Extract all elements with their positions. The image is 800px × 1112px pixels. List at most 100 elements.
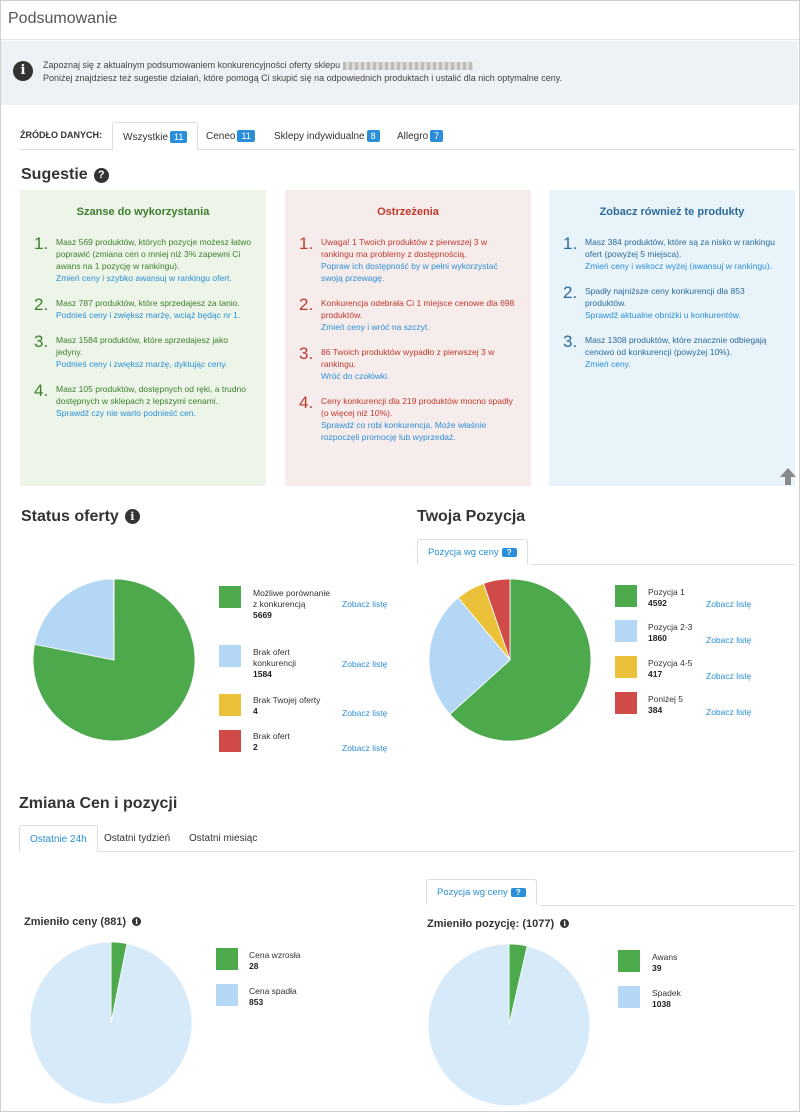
suggestion-link[interactable]: Sprawdź czy nie warto podnieść cen. (56, 408, 196, 418)
item-number: 3. (563, 332, 578, 351)
help-badge[interactable]: ? (510, 888, 526, 897)
tab-source-individual-shops[interactable]: Sklepy indywidualne 8 (264, 122, 390, 151)
legend-swatch-green (219, 586, 241, 608)
legend-text: Poniżej 5 (648, 694, 683, 704)
pie-slice-price-down[interactable] (29, 941, 193, 1105)
legend-value: 1584 (253, 669, 272, 679)
item-text: Spadły najniższe ceny konkurencji dla 85… (585, 286, 745, 308)
item-number: 3. (34, 332, 49, 351)
legend-text: Cena spadła (249, 986, 297, 996)
tab-last-week[interactable]: Ostatni tydzień (104, 833, 171, 844)
see-list-link[interactable]: Zobacz listę (342, 708, 388, 718)
legend-text: Pozycja 4-5 (648, 658, 693, 668)
item-text: Masz 105 produktów, dostępnych od ręki, … (56, 384, 246, 406)
tab-label: Sklepy indywidualne (274, 131, 365, 142)
legend-value: 853 (249, 997, 264, 1007)
see-list-link[interactable]: Zobacz listę (706, 635, 752, 645)
tab-position-by-price[interactable]: Pozycja wg ceny? (417, 539, 528, 565)
list-item: 2. Masz 787 produktów, które sprzedajesz… (34, 295, 252, 321)
list-item: 2. Spadły najniższe ceny konkurencji dla… (563, 284, 781, 321)
see-list-link[interactable]: Zobacz listę (706, 599, 752, 609)
offer-status-title: Status oferty i (21, 508, 140, 526)
info-icon[interactable]: i (560, 919, 570, 928)
list-item: 4. Ceny konkurencji dla 219 produktów mo… (299, 394, 517, 443)
legend-swatch-red (219, 730, 241, 752)
pie-slice-position-1[interactable] (449, 578, 592, 742)
tab-label: Pozycja wg ceny (428, 547, 499, 558)
warnings-title: Ostrzeżenia (377, 206, 439, 218)
offer-status-pie-chart (32, 578, 196, 742)
item-text: Konkurencja odebrała Ci 1 miejsce cenowe… (321, 298, 515, 320)
item-text: Masz 384 produktów, które są za nisko w … (585, 237, 775, 259)
suggestion-link[interactable]: Podnieś ceny i zwiększ marżę, wciąż będą… (56, 310, 241, 320)
suggestion-link[interactable]: Zmień ceny i szybko awansuj w rankingu o… (56, 273, 232, 283)
info-box: i Zapoznaj się z aktualnym podsumowaniem… (1, 41, 798, 105)
item-text: Uwaga! 1 Twoich produktów z pierwszej 3 … (321, 237, 488, 259)
pie-slice-demotion[interactable] (427, 943, 591, 1107)
scroll-to-top-icon[interactable] (778, 466, 798, 486)
legend-value: 4 (253, 706, 258, 716)
suggestion-link[interactable]: Zmień ceny i wskocz wyżej (awansuj w ran… (585, 261, 773, 271)
see-list-link[interactable]: Zobacz listę (342, 599, 388, 609)
see-list-link[interactable]: Zobacz listę (706, 707, 752, 717)
tab-last-24h[interactable]: Ostatnie 24h (19, 825, 98, 852)
legend-label: Poniżej 5 384 (648, 694, 708, 716)
count-badge: 11 (237, 130, 255, 142)
item-number: 4. (34, 381, 49, 400)
suggestion-link[interactable]: Podnieś ceny i zwiększ marżę, dyktując c… (56, 359, 228, 369)
page-header: Podsumowanie (0, 0, 800, 40)
legend-label: Awans 39 (652, 952, 732, 974)
list-item: 3. 86 Twoich produktów wypadło z pierwsz… (299, 344, 517, 382)
info-line-1: Zapoznaj się z aktualnym podsumowaniem k… (43, 60, 341, 70)
help-icon[interactable]: ? (93, 168, 109, 183)
suggestion-link[interactable]: Sprawdź co robi konkurencja. Może właśni… (321, 420, 487, 442)
legend-value: 417 (648, 669, 663, 679)
tab-source-all[interactable]: Wszystkie 11 (112, 122, 199, 151)
see-list-link[interactable]: Zobacz listę (706, 671, 752, 681)
legend-swatch-green (216, 948, 238, 970)
legend-value: 4592 (648, 598, 667, 608)
suggestion-link[interactable]: Zmień ceny. (585, 359, 631, 369)
item-text: Ceny konkurencji dla 219 produktów mocno… (321, 396, 513, 418)
legend-value: 5669 (253, 610, 272, 620)
list-item: 2. Konkurencja odebrała Ci 1 miejsce cen… (299, 296, 517, 333)
see-list-link[interactable]: Zobacz listę (342, 659, 388, 669)
suggestion-link[interactable]: Popraw ich dostępność by w pełni wykorzy… (321, 261, 498, 283)
info-icon[interactable]: i (124, 509, 140, 524)
legend-text: Brak Twojej oferty (253, 695, 321, 705)
suggestion-link[interactable]: Zmień ceny i wróć na szczyt. (321, 322, 430, 332)
pie-slice-below-5[interactable] (483, 578, 511, 661)
item-number: 2. (34, 295, 49, 314)
item-number: 1. (34, 234, 49, 253)
tab-label: Allegro (397, 131, 429, 142)
pie-slice-no-competitor-offers[interactable] (34, 578, 115, 661)
tab-source-ceneo[interactable]: Ceneo 11 (196, 122, 265, 151)
legend-label: Pozycja 2-3 1860 (648, 622, 708, 644)
list-item: 1. Masz 569 produktów, których pozycje m… (34, 234, 252, 284)
legend-swatch-yellow (219, 694, 241, 716)
position-title: Twoja Pozycja (417, 508, 526, 525)
legend-value: 2 (253, 742, 258, 752)
see-also-title: Zobacz również te produkty (599, 206, 745, 218)
tab-last-month[interactable]: Ostatni miesiąc (189, 833, 258, 844)
redacted-shop-name (342, 61, 473, 70)
suggestion-link[interactable]: Sprawdź aktualne obniżki u konkurentów. (585, 310, 741, 320)
tab-source-allegro[interactable]: Allegro 7 (387, 122, 453, 151)
pie-slice-position-2-3[interactable] (428, 597, 511, 715)
suggestion-link[interactable]: Wróć do czołówki. (321, 371, 390, 381)
help-badge[interactable]: ? (501, 548, 517, 557)
tab-changes-position-by-price[interactable]: Pozycja wg ceny? (426, 879, 537, 905)
legend-label: Brak ofert konkurencji 1584 (253, 647, 333, 680)
legend-swatch-red (615, 692, 637, 714)
legend-label: Brak ofert 2 (253, 731, 333, 753)
see-list-link[interactable]: Zobacz listę (342, 743, 388, 753)
item-text: Masz 1584 produktów, które sprzedajesz j… (56, 335, 228, 357)
info-icon[interactable]: i (132, 917, 142, 926)
suggestions-title-text: Sugestie (21, 166, 88, 183)
period-tabs-line (20, 851, 795, 852)
legend-label: Pozycja 4-5 417 (648, 658, 708, 680)
legend-value: 28 (249, 961, 259, 971)
suggestions-title: Sugestie? (21, 166, 109, 184)
item-number: 3. (299, 344, 314, 363)
legend-value: 1860 (648, 633, 667, 643)
